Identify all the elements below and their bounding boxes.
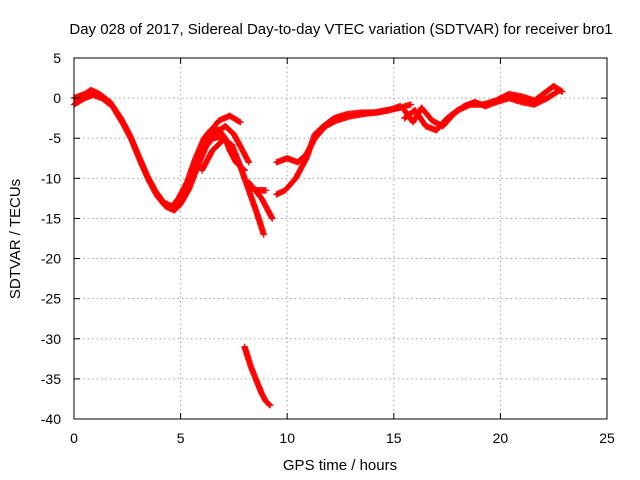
- y-tick-label: -25: [41, 291, 61, 307]
- y-tick-label: -30: [41, 331, 61, 347]
- series-recovery-upper: [273, 101, 415, 166]
- data-layer: [70, 82, 566, 409]
- y-tick-label: -5: [49, 130, 62, 146]
- data-point: [245, 159, 253, 166]
- data-point: [269, 215, 276, 222]
- series-mid-ridge: [196, 122, 253, 166]
- series-isolated-segment: [241, 343, 274, 409]
- y-tick-label: -20: [41, 251, 61, 267]
- x-tick-label: 20: [493, 430, 509, 446]
- data-point: [557, 87, 565, 95]
- x-tick-label: 15: [386, 430, 402, 446]
- x-tick-label: 10: [279, 430, 295, 446]
- x-axis-label: GPS time / hours: [283, 457, 397, 474]
- y-tick-label: -40: [41, 411, 61, 427]
- data-point: [262, 187, 270, 194]
- data-point: [237, 118, 244, 126]
- data-point: [407, 101, 415, 108]
- y-tick-label: 0: [53, 90, 61, 106]
- x-tick-label: 5: [177, 430, 185, 446]
- series-upper-ridge: [205, 112, 244, 138]
- data-point: [266, 401, 273, 408]
- y-tick-label: -35: [41, 371, 61, 387]
- data-point: [266, 402, 274, 409]
- x-tick-label: 25: [599, 430, 615, 446]
- data-point: [260, 231, 267, 238]
- y-tick-label: 5: [53, 50, 61, 66]
- series-main-track-offset: [70, 91, 225, 214]
- data-point: [235, 118, 243, 125]
- y-axis-label: SDTVAR / TECUs: [7, 179, 24, 299]
- y-tick-label: -15: [41, 210, 61, 226]
- x-axis-ticks: 0 5 10 15 20 25: [70, 58, 615, 446]
- series-descending-branch: [198, 136, 267, 238]
- series-tail-segment: [245, 183, 270, 194]
- y-axis-ticks: 5 0 -5 -10 -15 -20 -25 -30 -35 -40: [41, 50, 607, 427]
- chart-title: Day 028 of 2017, Sidereal Day-to-day VTE…: [69, 21, 612, 38]
- series-plateau-b: [401, 82, 566, 134]
- grid: [74, 58, 607, 419]
- x-tick-label: 0: [70, 430, 78, 446]
- plot-frame: [73, 57, 608, 420]
- data-point: [559, 88, 566, 95]
- y-tick-label: -10: [41, 170, 61, 186]
